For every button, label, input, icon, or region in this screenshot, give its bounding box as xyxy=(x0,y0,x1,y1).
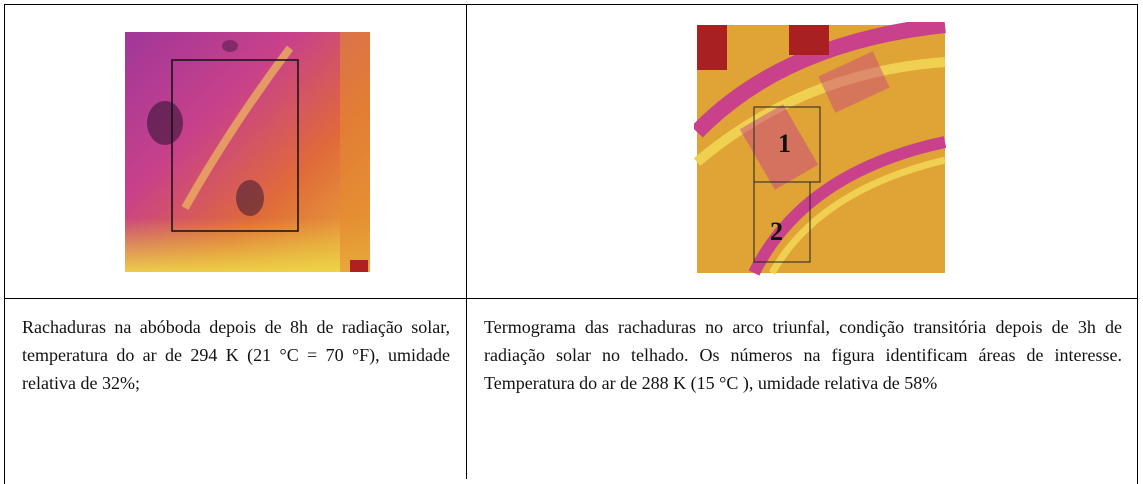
image xyxy=(340,32,370,272)
dark-spots xyxy=(222,40,238,52)
dark-spots xyxy=(147,101,183,145)
column-divider xyxy=(466,4,467,479)
page: 1 2 Rachaduras na abóboda depois de 8h d… xyxy=(0,0,1143,479)
area-label: 2 xyxy=(770,217,783,246)
image xyxy=(125,218,370,272)
hot-spot xyxy=(789,25,829,55)
image xyxy=(350,260,368,272)
thermogram-right: 1 2 xyxy=(694,22,950,276)
caption: Termograma das rachaduras no arco triunf… xyxy=(484,313,1122,397)
caption: Rachaduras na abóboda depois de 8h de ra… xyxy=(22,313,450,397)
dark-spots xyxy=(236,180,264,216)
row-divider xyxy=(4,298,1138,299)
hot-spot xyxy=(697,25,727,70)
thermogram-left xyxy=(120,28,375,276)
area-label: 1 xyxy=(778,129,791,158)
